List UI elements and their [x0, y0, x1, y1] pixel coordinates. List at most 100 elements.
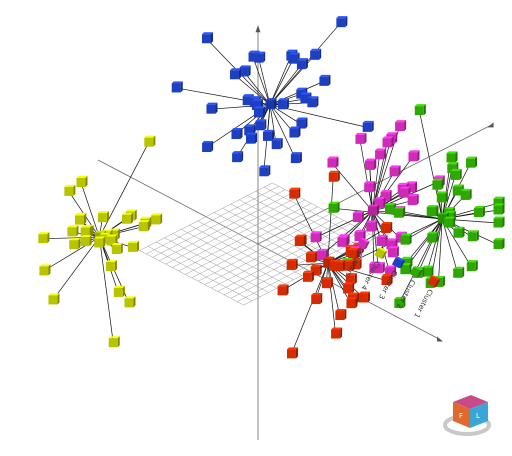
point-cluster-1: [294, 234, 306, 247]
point-cluster-2: [400, 233, 412, 245]
cube-top: [121, 212, 134, 215]
cube-side: [502, 238, 505, 250]
cube-side: [130, 212, 134, 224]
cube-front: [493, 218, 503, 228]
cube-front: [408, 152, 418, 162]
cube-front: [69, 240, 79, 250]
point-cluster-1: [358, 291, 370, 303]
point-cluster-3: [310, 48, 322, 60]
cube-side: [215, 102, 218, 114]
point-cluster-3: [290, 152, 302, 164]
point-outliers: [389, 165, 401, 177]
cube-top: [375, 148, 387, 151]
cube-front: [76, 178, 86, 188]
cube-top: [364, 181, 376, 184]
cube-front: [64, 186, 74, 196]
point-cluster-4: [39, 264, 51, 276]
cube-front: [310, 266, 320, 276]
point-cluster-2: [394, 296, 406, 308]
cube-side: [474, 156, 477, 168]
cube-top: [408, 150, 420, 153]
cube-top: [321, 277, 333, 280]
point-cluster-4: [121, 212, 134, 224]
cube-top: [39, 264, 51, 267]
cube-front: [289, 128, 299, 138]
cube-top: [310, 264, 322, 267]
cube-front: [355, 134, 365, 144]
cube-front: [333, 262, 343, 272]
cube-top: [493, 203, 505, 206]
point-cluster-4: [106, 234, 118, 246]
cube-front: [74, 215, 84, 225]
cube-top: [319, 74, 331, 77]
link-line: [269, 104, 296, 159]
cube-top: [336, 16, 348, 19]
cube-front: [385, 205, 395, 215]
cube-side: [459, 168, 462, 180]
grid-line-z: [139, 250, 244, 306]
cube-top: [343, 259, 355, 262]
cube-side: [398, 165, 401, 177]
cube-top: [327, 156, 339, 159]
cube-front: [288, 54, 298, 64]
cube-side: [402, 206, 405, 218]
cube-front: [248, 52, 258, 62]
cube-front: [111, 245, 121, 255]
cube-top: [306, 251, 318, 254]
cube-top: [74, 213, 86, 216]
cube-front: [335, 311, 345, 321]
cube-top: [460, 188, 472, 191]
cube-front: [48, 295, 58, 305]
point-cluster-4: [108, 336, 120, 348]
point-outliers: [382, 136, 394, 148]
point-cluster-4: [80, 225, 92, 237]
point-cluster-1: [333, 260, 346, 272]
cube-front: [121, 214, 131, 224]
cube-front: [336, 18, 346, 28]
cube-front: [271, 140, 281, 150]
cube-front: [259, 167, 269, 177]
point-cluster-1: [331, 327, 343, 339]
cube-side: [303, 234, 306, 247]
point-cluster-3: [362, 120, 374, 132]
link-line: [269, 104, 277, 145]
point-cluster-2: [465, 156, 477, 168]
legend-swatch: [427, 275, 441, 287]
cube-side: [180, 81, 183, 93]
link-line: [252, 57, 271, 105]
cube-top: [366, 220, 378, 223]
cube-side: [355, 297, 358, 309]
cube-front: [265, 100, 275, 110]
cube-front: [465, 158, 475, 168]
cube-side: [363, 230, 366, 242]
cube-top: [414, 104, 426, 107]
point-cluster-2: [432, 178, 444, 190]
cube-front: [151, 215, 161, 225]
cube-side: [384, 148, 387, 160]
cube-side: [311, 270, 314, 282]
point-cluster-3: [262, 129, 274, 141]
cube-side: [376, 204, 379, 216]
cube-front: [105, 262, 115, 272]
point-cluster-2: [427, 205, 439, 217]
cube-top: [38, 232, 50, 235]
cube-top: [365, 158, 377, 161]
cube-front: [407, 196, 417, 206]
grid-line-z: [181, 229, 286, 285]
link-line: [258, 58, 271, 105]
cube-side: [363, 241, 370, 250]
orientation-left-face: [453, 402, 470, 428]
cube-front: [391, 257, 403, 269]
cube-top: [389, 165, 401, 168]
cube-front: [311, 295, 321, 305]
link-line: [321, 210, 373, 256]
cube-top: [362, 120, 374, 123]
cube-top: [407, 194, 419, 197]
cube-front: [382, 138, 392, 148]
cube-top: [352, 211, 364, 214]
cube-front: [144, 137, 154, 147]
cube-side: [336, 156, 339, 168]
cube-side: [416, 194, 419, 206]
